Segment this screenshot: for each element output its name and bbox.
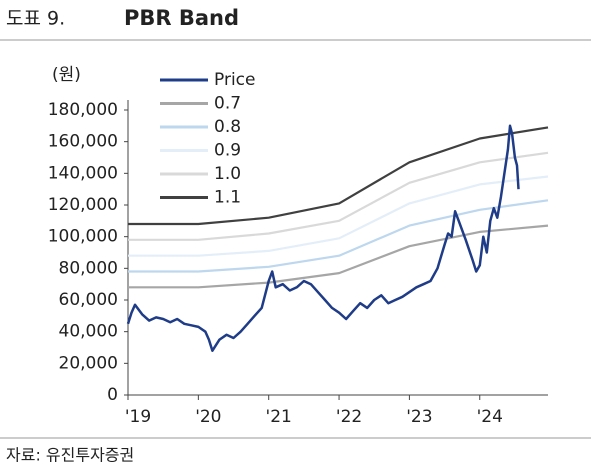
y-tick-label: 60,000: [59, 290, 118, 310]
series-line: [128, 151, 549, 241]
x-tick-label: '22: [336, 407, 362, 427]
chart-title: PBR Band: [124, 6, 239, 30]
y-tick-label: 140,000: [48, 163, 118, 183]
x-tick-label: '19: [125, 407, 151, 427]
series-line: [126, 124, 520, 352]
x-tick-label: '21: [266, 407, 292, 427]
series-line: [128, 224, 549, 289]
series-line: [128, 199, 549, 273]
y-tick-label: 160,000: [48, 132, 118, 152]
y-tick-label: 120,000: [48, 195, 118, 215]
series-line: [128, 126, 549, 226]
x-tick-label: '20: [195, 407, 221, 427]
legend-label: 1.1: [214, 188, 241, 208]
legend-label: 0.7: [214, 94, 241, 114]
x-tick-label: '23: [406, 407, 432, 427]
legend-label: 0.9: [214, 141, 241, 161]
series-line: [128, 175, 549, 257]
y-tick-label: 180,000: [48, 100, 118, 120]
y-tick-label: 100,000: [48, 227, 118, 247]
source: 자료: 유진투자증권: [6, 446, 134, 465]
y-tick-label: 40,000: [59, 322, 118, 342]
y-tick-label: 20,000: [59, 353, 118, 373]
legend-label: 0.8: [214, 117, 241, 137]
x-tick-label: '24: [477, 407, 503, 427]
legend-label: Price: [214, 70, 255, 90]
legend-label: 1.0: [214, 164, 241, 184]
y-tick-label: 80,000: [59, 258, 118, 278]
y-tick-label: 0: [107, 385, 118, 405]
y-unit-label: (원): [52, 65, 81, 85]
figure-label: 도표 9.: [6, 8, 65, 30]
